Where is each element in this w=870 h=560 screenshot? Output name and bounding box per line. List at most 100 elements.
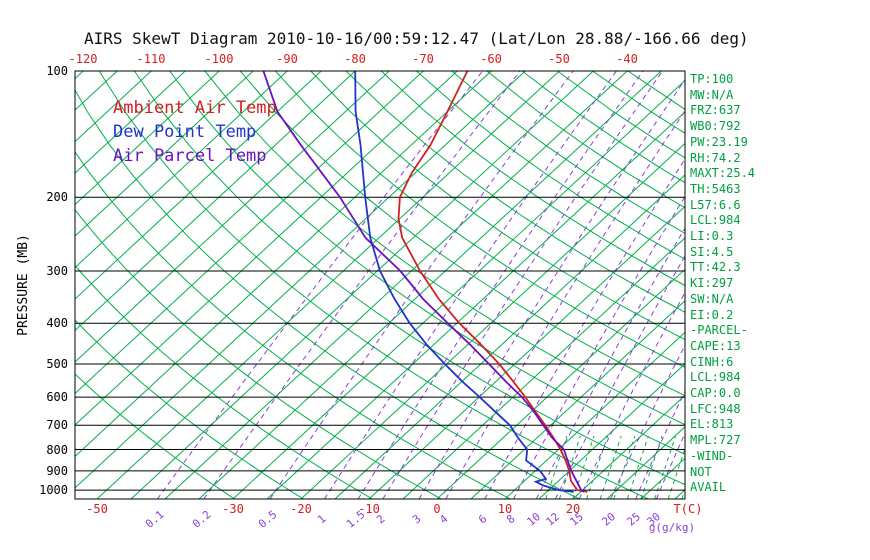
- stat-line: EI:0.2: [690, 307, 734, 322]
- mixing-unit-label: g(g/kg): [649, 521, 695, 534]
- moist-adiabat-line: [626, 435, 649, 499]
- isotherm-line: [75, 71, 220, 206]
- mixing-ratio-tick: 25: [624, 510, 643, 528]
- isotherm-line: [75, 71, 424, 395]
- stat-line: LFC:948: [690, 401, 741, 416]
- bottom-temp-tick: -20: [290, 502, 312, 516]
- stat-line: EL:813: [690, 417, 734, 432]
- dry-adiabat-line: [75, 89, 580, 499]
- dry-adiabat-line: [75, 319, 304, 499]
- stat-line: MPL:727: [690, 433, 741, 448]
- stat-line: LI:0.3: [690, 229, 734, 244]
- pressure-tick: 800: [46, 443, 68, 457]
- mixing-ratio-tick: 0.2: [190, 508, 214, 531]
- isotherm-line: [164, 71, 628, 499]
- pressure-axis-label: PRESSURE (MB): [16, 234, 31, 336]
- isotherm-line: [266, 111, 685, 499]
- dry-adiabat-line: [345, 71, 685, 313]
- isotherm-line: [334, 174, 685, 499]
- plot-border: [74, 70, 686, 500]
- stat-line: L57:6.6: [690, 197, 741, 212]
- moist-adiabat-line: [599, 435, 622, 499]
- legend-dew-point-temp: Dew Point Temp: [113, 122, 257, 142]
- isotherm-line: [75, 71, 288, 269]
- plot-lines: [75, 71, 685, 499]
- isotherm-line: [538, 363, 685, 499]
- isotherm-line: [75, 71, 84, 80]
- pressure-tick: 400: [46, 316, 68, 330]
- dry-adiabat-line: [75, 150, 511, 499]
- dry-adiabat-line: [75, 264, 373, 499]
- isotherm-line: [75, 71, 356, 332]
- stat-line: CAP:0.0: [690, 386, 741, 401]
- dry-adiabat-line: [239, 71, 685, 397]
- isotherm-line: [75, 71, 526, 489]
- mixing-ratio-tick: 1: [315, 512, 328, 526]
- dry-adiabat-line: [275, 71, 685, 368]
- dry-adiabat-line: [416, 71, 685, 260]
- stat-line: SI:4.5: [690, 244, 734, 259]
- stat-line: MAXT:25.4: [690, 166, 756, 181]
- dry-adiabat-line: [75, 208, 442, 499]
- stat-line: KI:297: [690, 276, 734, 291]
- dry-adiabat-line: [380, 71, 685, 287]
- mixing-ratio-tick: 20: [599, 510, 618, 528]
- bottom-temp-tick: -10: [358, 502, 380, 516]
- bottom-temp-tick: -30: [222, 502, 244, 516]
- mixing-ratio-line: [269, 71, 574, 499]
- bottom-temp-tick: 10: [498, 502, 512, 516]
- top-temp-tick: -110: [137, 52, 166, 66]
- top-temp-tick: -120: [69, 52, 98, 66]
- top-temp-tick: -70: [412, 52, 434, 66]
- stat-line: AVAIL: [690, 480, 727, 495]
- series-dewpoint: [354, 71, 574, 493]
- mixing-ratio-tick: 4: [437, 512, 451, 526]
- temp-unit-label: T(C): [674, 502, 703, 516]
- stat-line: TP:100: [690, 72, 734, 86]
- isotherm-line: [130, 71, 594, 499]
- mixing-ratio-line: [418, 78, 685, 499]
- stat-line: -PARCEL-: [690, 323, 748, 338]
- mixing-ratio-line: [535, 227, 685, 499]
- pressure-tick: 600: [46, 390, 68, 404]
- legend-ambient-air-temp: Ambient Air Temp: [113, 98, 277, 118]
- top-temp-tick: -60: [480, 52, 502, 66]
- mixing-ratio-tick: 0.5: [256, 508, 280, 531]
- stat-line: -WIND-: [690, 448, 734, 463]
- stat-line: NOT: [690, 464, 712, 479]
- stat-line: LCL:984: [690, 213, 741, 228]
- stat-line: SW:N/A: [690, 291, 734, 306]
- dry-adiabat-line: [133, 71, 685, 486]
- isotherm-line: [75, 71, 492, 458]
- pressure-tick: 900: [46, 464, 68, 478]
- mixing-ratio-tick: 2: [374, 512, 387, 526]
- stat-line: CAPE:13: [690, 338, 741, 353]
- pressure-tick: 100: [46, 64, 68, 78]
- dry-adiabat-line: [169, 71, 685, 455]
- mixing-ratio-tick: 12: [543, 510, 562, 528]
- stat-line: RH:74.2: [690, 150, 741, 165]
- pressure-tick: 500: [46, 357, 68, 371]
- top-temp-tick: -80: [344, 52, 366, 66]
- isotherm-line: [75, 71, 458, 426]
- stat-line: CINH:6: [690, 354, 734, 369]
- pressure-tick: 300: [46, 264, 68, 278]
- isotherm-line: [572, 394, 685, 499]
- moist-adiabat-line: [654, 435, 677, 499]
- top-temp-tick: -90: [276, 52, 298, 66]
- mixing-ratio-line: [610, 344, 685, 499]
- isotherm-line: [75, 71, 254, 237]
- top-temp-tick: -40: [616, 52, 638, 66]
- isotherm-line: [368, 205, 685, 499]
- bottom-temp-tick: -50: [86, 502, 108, 516]
- moist-adiabat-line: [586, 435, 609, 499]
- series-ambient: [397, 71, 588, 493]
- stat-line: TH:5463: [690, 181, 741, 196]
- stat-line: TT:42.3: [690, 260, 741, 275]
- top-temp-tick: -100: [205, 52, 234, 66]
- mixing-ratio-tick: 6: [476, 512, 489, 526]
- isotherm-line: [436, 268, 685, 499]
- mixing-ratio-tick: 10: [524, 510, 543, 528]
- isotherm-line: [75, 71, 390, 363]
- mixing-ratio-line: [203, 71, 521, 499]
